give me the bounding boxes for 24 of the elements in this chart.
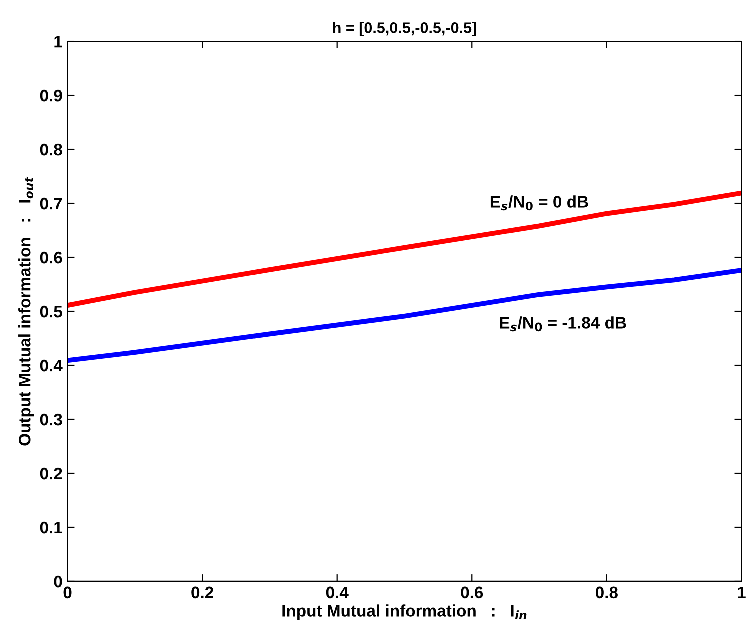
y-axis-title: Output Mutual information : I$_{out}$: [18, 176, 34, 446]
y-tick-label: 0: [54, 576, 62, 588]
x-tick-label: 0.4: [326, 586, 349, 599]
y-tick-label: 0.7: [40, 198, 62, 210]
y-tick-label: 0.1: [40, 522, 62, 534]
y-tick-label: 0.5: [40, 306, 62, 318]
y-tick-label: 0.2: [40, 468, 62, 480]
x-tick-label: 0: [64, 586, 72, 599]
y-tick-label: 0.3: [40, 414, 62, 426]
annotation: E$_{s}$/N$_{0}$ = -1.84 dB: [500, 316, 626, 332]
x-tick-label: 1: [738, 586, 746, 598]
x-tick-label: 0.2: [192, 586, 214, 599]
line-series: [68, 190, 742, 308]
y-tick-label: 0.4: [40, 360, 63, 372]
line-series: [68, 268, 742, 364]
y-tick-label: 1: [54, 36, 62, 48]
y-tick-label: 0.6: [40, 252, 62, 264]
x-tick-label: 0.6: [461, 586, 484, 599]
annotation: E$_{s}$/N$_{0}$ = 0 dB: [490, 196, 588, 211]
y-tick-label: 0.8: [40, 144, 62, 156]
x-tick-label: 0.8: [596, 586, 618, 599]
x-axis-title: Input Mutual information : I$_{in}$: [282, 604, 527, 620]
chart-title: h = [0.5,0.5,-0.5,-0.5]: [333, 22, 476, 36]
y-tick-label: 0.9: [40, 90, 62, 102]
